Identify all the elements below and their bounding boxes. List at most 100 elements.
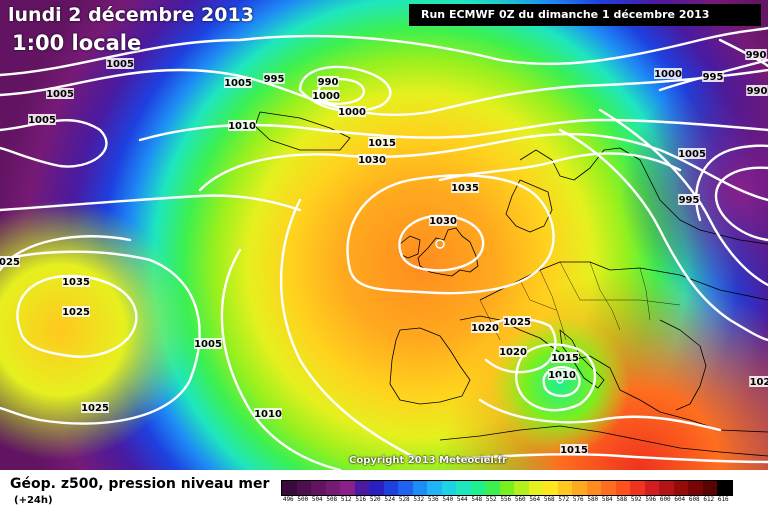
isobar-label: 1020 (499, 346, 527, 358)
scale-swatch (311, 481, 326, 495)
isobar-label: 1005 (678, 148, 706, 160)
scale-swatch (673, 481, 688, 495)
svg-text:1025: 1025 (62, 307, 90, 318)
scale-tick-label: 528 (398, 496, 410, 503)
isobar-label: 990 (746, 85, 768, 97)
copyright-notice: Copyright 2013 Meteociel.fr (349, 455, 507, 466)
geopotential-northeast (0, 0, 768, 470)
scale-swatch (383, 481, 398, 495)
isobar-label: 1010 (228, 120, 256, 132)
svg-text:1005: 1005 (106, 59, 134, 70)
scale-swatch (586, 481, 601, 495)
svg-text:102: 102 (750, 377, 768, 388)
scale-swatch (543, 481, 558, 495)
scale-tick-label: 512 (340, 496, 352, 503)
scale-swatch (456, 481, 471, 495)
scale-swatch (615, 481, 630, 495)
svg-text:1025: 1025 (503, 317, 531, 328)
scale-swatch (659, 481, 674, 495)
isobar-label: 1015 (560, 444, 588, 456)
isobar-label: 1035 (451, 182, 479, 194)
country-borders (479, 261, 681, 341)
svg-text:1000: 1000 (312, 91, 340, 102)
scale-tick-label: 552 (485, 496, 497, 503)
svg-text:995: 995 (703, 72, 724, 83)
legend-bar: Géop. z500, pression niveau mer (+24h) 4… (0, 470, 768, 512)
color-scale-ticks: 496 500 504 508 512 516 520 524 528 532 536 540 544 5… (281, 496, 731, 503)
scale-tick-label: 548 (471, 496, 483, 503)
pressure-centres (435, 239, 564, 384)
svg-text:1035: 1035 (451, 183, 479, 194)
svg-text:1010: 1010 (254, 409, 282, 420)
scale-tick-label: 556 (500, 496, 512, 503)
svg-text:1005: 1005 (28, 115, 56, 126)
color-scale (281, 480, 733, 496)
svg-text:1025: 1025 (0, 257, 20, 268)
svg-text:1020: 1020 (471, 323, 499, 334)
isobar-label: 995 (702, 71, 724, 83)
scale-tick-label: 540 (442, 496, 454, 503)
low-centre-marker (556, 376, 564, 384)
isobar-label: 1025 (62, 306, 90, 318)
forecast-time: 1:00 locale (12, 31, 142, 55)
svg-text:990: 990 (747, 86, 768, 97)
scale-tick-label: 496 (282, 496, 294, 503)
isobars (0, 26, 768, 470)
scale-tick-label: 568 (543, 496, 555, 503)
svg-text:995: 995 (679, 195, 700, 206)
scale-swatch (470, 481, 485, 495)
scale-tick-label: 616 (717, 496, 729, 503)
scale-tick-label: 576 (572, 496, 584, 503)
forecast-date: lundi 2 décembre 2013 (8, 4, 254, 26)
svg-text:1015: 1015 (560, 445, 588, 456)
scale-tick-label: 508 (326, 496, 338, 503)
scale-tick-label: 588 (616, 496, 628, 503)
isobar-label: 1020 (471, 322, 499, 334)
svg-text:1015: 1015 (368, 138, 396, 149)
scale-tick-label: 500 (297, 496, 309, 503)
scale-tick-label: 564 (529, 496, 541, 503)
scale-swatch (572, 481, 587, 495)
scale-swatch (296, 481, 311, 495)
scale-swatch (412, 481, 427, 495)
isobar-label: 1005 (46, 88, 74, 100)
scale-tick-label: 592 (630, 496, 642, 503)
scale-swatch (630, 481, 645, 495)
scale-swatch (688, 481, 703, 495)
scale-tick-label: 604 (674, 496, 686, 503)
isobar-label: 1025 (81, 402, 109, 414)
scale-tick-label: 532 (413, 496, 425, 503)
svg-text:995: 995 (264, 74, 285, 85)
isobar-label: 1005 (28, 114, 56, 126)
scale-tick-label: 504 (311, 496, 323, 503)
scale-tick-label: 536 (427, 496, 439, 503)
model-run-banner: Run ECMWF 0Z du dimanche 1 décembre 2013 (409, 4, 761, 26)
isobar-label: 1030 (358, 154, 386, 166)
pressure-map: 1005 1005 1005 1005 995 990 1000 1000 1010 1015 10… (0, 0, 768, 470)
svg-text:1000: 1000 (338, 107, 366, 118)
scale-swatch (557, 481, 572, 495)
scale-tick-label: 584 (601, 496, 613, 503)
scale-swatch (601, 481, 616, 495)
svg-text:1010: 1010 (548, 370, 576, 381)
scale-tick-label: 580 (587, 496, 599, 503)
scale-swatch (398, 481, 413, 495)
isobar-label: 1030 (429, 215, 457, 227)
isobar-label: 1015 (368, 137, 396, 149)
svg-text:1005: 1005 (224, 78, 252, 89)
isobar-label: 1000 (338, 106, 366, 118)
scale-tick-label: 612 (703, 496, 715, 503)
svg-text:1005: 1005 (194, 339, 222, 350)
isobar-label: 990 (317, 76, 339, 88)
isobar-label: 1010 (548, 369, 576, 381)
scale-swatch (717, 481, 732, 495)
high-centre-marker (435, 239, 445, 249)
scale-swatch (514, 481, 529, 495)
svg-text:1015: 1015 (551, 353, 579, 364)
scale-swatch (369, 481, 384, 495)
scale-swatch (644, 481, 659, 495)
scale-swatch (499, 481, 514, 495)
isobar-label: 1005 (194, 338, 222, 350)
isobar-label: 1005 (106, 58, 134, 70)
